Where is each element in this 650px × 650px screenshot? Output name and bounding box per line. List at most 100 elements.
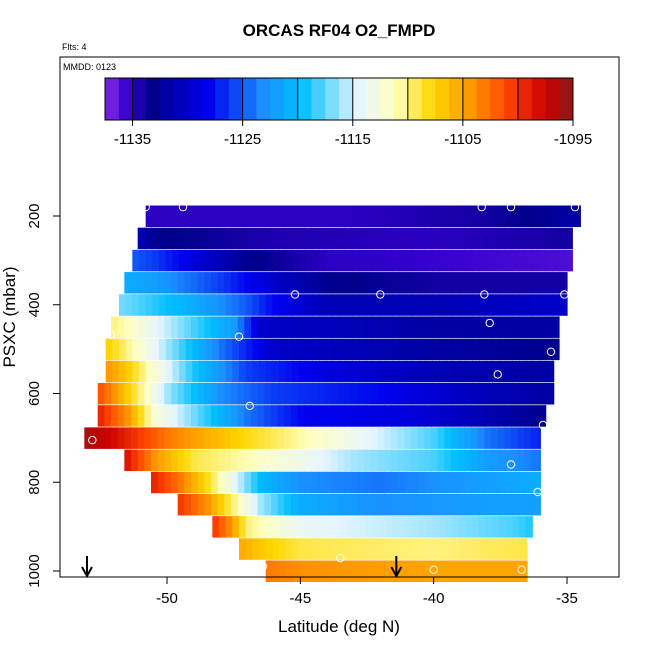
heatmap-cell — [299, 249, 307, 272]
colorbar-swatch — [283, 78, 299, 120]
heatmap-cell — [137, 449, 145, 472]
heatmap-cell — [239, 360, 247, 383]
sample-marker — [88, 435, 97, 445]
heatmap-cell — [211, 471, 219, 494]
heatmap-cell — [459, 249, 467, 272]
heatmap-row — [105, 360, 555, 383]
heatmap-cell — [312, 516, 320, 538]
heatmap-cell — [397, 383, 405, 405]
heatmap-cell — [505, 560, 513, 582]
heatmap-cell — [371, 272, 379, 294]
heatmap-cell — [504, 227, 512, 250]
heatmap-cell — [404, 471, 412, 494]
heatmap-cell — [419, 538, 427, 560]
sample-marker — [336, 553, 345, 563]
heatmap-cell — [265, 360, 273, 383]
heatmap-cell — [404, 316, 412, 338]
heatmap-cell — [405, 560, 413, 582]
colorbar-swatch — [366, 78, 381, 120]
heatmap-cell — [397, 227, 405, 250]
heatmap-cell — [244, 427, 252, 449]
sample-marker — [376, 290, 385, 299]
sample-marker — [533, 487, 542, 497]
heatmap-cell — [232, 205, 240, 227]
heatmap-cell — [339, 360, 347, 383]
heatmap-cell — [192, 294, 200, 316]
heatmap-cell — [257, 227, 265, 250]
heatmap-cell — [265, 560, 273, 582]
heatmap-cell — [531, 493, 539, 516]
heatmap-cell — [504, 427, 512, 449]
heatmap-cell — [132, 338, 140, 361]
heatmap-cell — [357, 383, 365, 405]
sample-marker — [493, 370, 502, 379]
heatmap-cell — [411, 449, 419, 472]
heatmap-cell — [159, 205, 167, 227]
heatmap-cell — [517, 471, 525, 494]
heatmap-cell — [197, 272, 205, 294]
heatmap-cell — [452, 338, 460, 361]
down-arrow — [81, 556, 93, 579]
heatmap-cell — [499, 360, 507, 383]
heatmap-cell — [365, 338, 373, 361]
heatmap-cell — [97, 383, 105, 405]
heatmap-cell — [365, 560, 373, 582]
heatmap-cell — [311, 405, 319, 427]
sample-marker — [538, 420, 548, 430]
heatmap-cell — [385, 294, 393, 316]
heatmap-cell — [377, 449, 385, 472]
heatmap-cell — [159, 249, 167, 272]
heatmap-cell — [271, 272, 279, 294]
heatmap-cell — [197, 405, 205, 427]
heatmap-cell — [372, 205, 380, 227]
heatmap-cell — [411, 383, 419, 405]
heatmap-cell — [552, 249, 560, 272]
heatmap-cell — [264, 493, 272, 516]
heatmap-cell — [324, 316, 332, 338]
heatmap-cell — [372, 560, 380, 582]
y-tick-label: 1000 — [26, 554, 43, 587]
heatmap-cell — [412, 338, 420, 361]
heatmap-cell — [399, 338, 407, 361]
heatmap-cell — [497, 272, 505, 294]
heatmap-cell — [244, 272, 252, 294]
heatmap-cell — [512, 249, 520, 272]
heatmap-cell — [364, 227, 372, 250]
heatmap-cell — [284, 383, 292, 405]
heatmap-cell — [339, 338, 347, 361]
heatmap-cell — [519, 249, 527, 272]
heatmap-cell — [304, 493, 312, 516]
heatmap-row — [145, 205, 581, 227]
heatmap-cell — [331, 272, 339, 294]
heatmap-cell — [497, 471, 505, 494]
sample-marker — [258, 562, 268, 571]
heatmap-cell — [431, 493, 439, 516]
heatmap-cell — [185, 294, 193, 316]
heatmap-cell — [445, 538, 453, 560]
heatmap-cell — [392, 249, 400, 272]
heatmap-cell — [217, 471, 225, 494]
heatmap-cell — [312, 338, 320, 361]
sample-marker — [506, 460, 516, 469]
heatmap-cell — [225, 249, 233, 272]
heatmap-cell — [232, 294, 240, 316]
heatmap-cell — [317, 471, 325, 494]
heatmap-cell — [511, 427, 519, 449]
heatmap-cell — [477, 316, 485, 338]
heatmap-cell — [137, 272, 145, 294]
heatmap-cell — [357, 316, 365, 338]
heatmap-cell — [199, 294, 207, 316]
heatmap-cell — [417, 405, 425, 427]
heatmap-cell — [371, 227, 379, 250]
heatmap-cell — [532, 360, 540, 383]
heatmap-cell — [245, 516, 253, 538]
heatmap-cell — [419, 205, 427, 227]
heatmap-cell — [177, 427, 185, 449]
heatmap-cell — [297, 316, 305, 338]
heatmap-cell — [352, 294, 360, 316]
heatmap-cell — [332, 538, 340, 560]
heatmap-cell — [311, 227, 319, 250]
heatmap-cell — [259, 360, 267, 383]
heatmap-cell — [472, 560, 480, 582]
heatmap-cell — [511, 316, 519, 338]
